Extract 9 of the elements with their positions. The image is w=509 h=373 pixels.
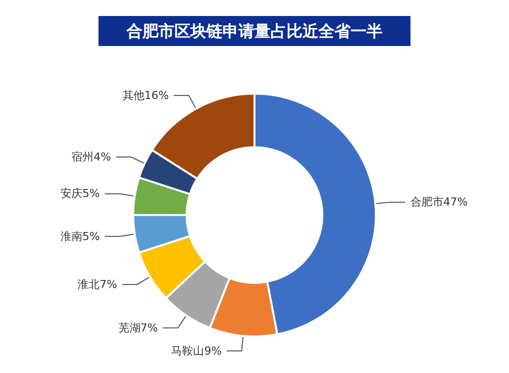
slice-label: 芜湖7% bbox=[118, 321, 158, 334]
chart-title: 合肥市区块链申请量占比近全省一半 bbox=[126, 22, 382, 40]
slice-label: 马鞍山9% bbox=[171, 344, 222, 358]
slice-label: 宿州4% bbox=[72, 150, 112, 164]
slice-label: 其他16% bbox=[122, 89, 169, 102]
slice-label: 淮南5% bbox=[60, 230, 100, 243]
slice-label: 淮北7% bbox=[78, 278, 118, 291]
slice-label: 合肥市47% bbox=[410, 196, 468, 209]
slice-label: 安庆5% bbox=[60, 187, 100, 200]
